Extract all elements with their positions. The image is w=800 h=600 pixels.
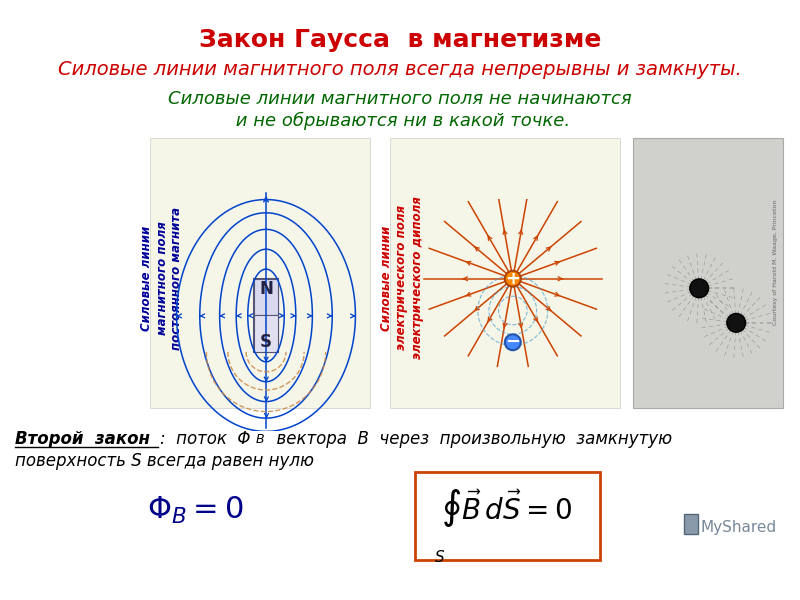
Text: Силовые линии
магнитного поля
постоянного магнита: Силовые линии магнитного поля постоянног… [141,206,183,349]
Text: вектора  B  через  произвольную  замкнутую: вектора B через произвольную замкнутую [266,430,672,448]
Text: Второй  закон: Второй закон [15,430,150,448]
Circle shape [727,313,746,332]
Text: −: − [506,333,520,351]
Bar [254,279,278,316]
Text: MyShared: MyShared [700,520,776,535]
Text: N: N [259,280,273,298]
Bar [390,138,620,408]
Bar [415,472,600,560]
Text: S: S [260,333,272,351]
Text: Закон Гаусса  в магнетизме: Закон Гаусса в магнетизме [199,28,601,52]
Text: S: S [435,550,445,565]
Circle shape [505,334,521,350]
Bar [150,138,370,408]
Text: B: B [256,433,265,446]
Text: +: + [506,270,520,288]
Bar [254,279,278,352]
Bar [684,514,698,534]
Text: поверхность S всегда равен нулю: поверхность S всегда равен нулю [15,452,314,470]
Text: Силовые линии
электрического поля
электрического диполя: Силовые линии электрического поля электр… [381,197,423,359]
Text: Courtesy of Harold M. Waage, Princeton: Courtesy of Harold M. Waage, Princeton [773,200,778,325]
Circle shape [505,271,521,287]
Text: Силовые линии магнитного поля всегда непрерывны и замкнуты.: Силовые линии магнитного поля всегда неп… [58,60,742,79]
Text: Силовые линии магнитного поля не начинаются: Силовые линии магнитного поля не начинаю… [168,90,632,108]
Text: и не обрываются ни в какой точке.: и не обрываются ни в какой точке. [230,112,570,130]
Text: :  поток  Φ: : поток Φ [160,430,250,448]
Text: $\Phi_B = 0$: $\Phi_B = 0$ [146,495,243,526]
Bar [633,138,783,408]
Bar [254,316,278,352]
Text: $\oint \vec{B}\,d\vec{S} = 0$: $\oint \vec{B}\,d\vec{S} = 0$ [442,488,573,530]
Circle shape [690,279,709,298]
